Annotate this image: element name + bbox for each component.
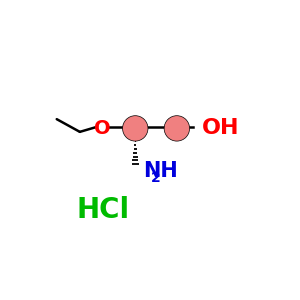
Text: OH: OH (202, 118, 240, 138)
Circle shape (123, 116, 148, 141)
Text: O: O (94, 119, 111, 138)
Text: HCl: HCl (76, 196, 130, 224)
Circle shape (164, 116, 190, 141)
Text: 2: 2 (151, 171, 160, 185)
Text: NH: NH (143, 161, 178, 181)
